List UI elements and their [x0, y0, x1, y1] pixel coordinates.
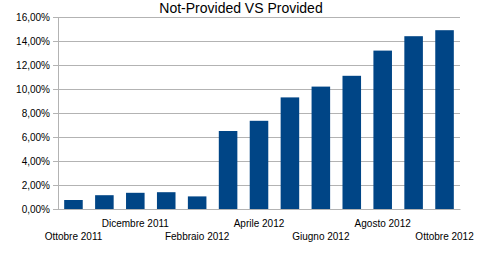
y-tick-label: 16,00% [16, 12, 50, 23]
y-tick: 4,00% [22, 156, 58, 167]
grid-line [58, 89, 460, 90]
y-tick: 6,00% [22, 132, 58, 143]
y-tick-label: 4,00% [22, 156, 50, 167]
bar [126, 193, 145, 209]
x-tick-label: Febbraio 2012 [165, 231, 230, 242]
bar [404, 36, 423, 209]
y-tick: 2,00% [22, 180, 58, 191]
y-tick-label: 10,00% [16, 84, 50, 95]
y-tick: 8,00% [22, 108, 58, 119]
y-tick-mark [53, 137, 58, 138]
y-tick-mark [53, 65, 58, 66]
grid-line [58, 41, 460, 42]
x-tick: Giugno 2012 [292, 209, 350, 242]
y-tick: 16,00% [16, 12, 58, 23]
y-axis-line [58, 18, 59, 210]
x-tick-label: Ottobre 2012 [415, 231, 474, 242]
grid-line [58, 113, 460, 114]
x-tick: Febbraio 2012 [165, 209, 230, 242]
bars [64, 30, 454, 209]
grid-line [58, 65, 460, 66]
bar [373, 51, 392, 209]
grid [58, 17, 460, 209]
x-axis-line [59, 209, 461, 210]
bar [219, 131, 238, 209]
y-tick-mark [53, 41, 58, 42]
bar [342, 76, 361, 209]
x-tick-label: Dicembre 2011 [102, 218, 170, 229]
y-tick-label: 6,00% [22, 132, 50, 143]
plot: 0,00% 2,00% 4,00% 6,00% 8,00% 10,00% 12,00% 14,… [16, 12, 474, 242]
grid-line [58, 17, 460, 18]
x-tick-label: Aprile 2012 [234, 218, 285, 229]
y-tick: 0,00% [22, 204, 58, 215]
y-tick-mark [53, 113, 58, 114]
x-axis: Ottobre 2011 Dicembre 2011 Febbraio 2012 Ap… [45, 209, 475, 242]
y-tick-mark [53, 209, 58, 210]
y-tick: 12,00% [16, 60, 58, 71]
y-tick: 14,00% [16, 36, 58, 47]
y-tick-label: 0,00% [22, 204, 50, 215]
y-axis: 0,00% 2,00% 4,00% 6,00% 8,00% 10,00% 12,00% 14,… [16, 12, 58, 215]
y-tick-label: 2,00% [22, 180, 50, 191]
x-tick-label: Giugno 2012 [292, 231, 350, 242]
x-tick-label: Ottobre 2011 [45, 231, 103, 242]
x-tick: Agosto 2012 [355, 209, 412, 229]
y-tick-label: 8,00% [22, 108, 50, 119]
x-tick: Aprile 2012 [234, 209, 285, 229]
bar [64, 200, 83, 209]
x-tick: Ottobre 2012 [415, 209, 474, 242]
y-tick-label: 14,00% [16, 36, 50, 47]
y-tick-mark [53, 161, 58, 162]
chart: Not-Provided VS Provided 0,00% 2,00% 4,00% 6… [0, 0, 482, 253]
bar [250, 121, 269, 209]
bar [281, 97, 300, 209]
bar [312, 87, 331, 209]
x-tick: Dicembre 2011 [102, 209, 170, 229]
y-tick-mark [53, 89, 58, 90]
x-tick-label: Agosto 2012 [355, 218, 412, 229]
y-tick-label: 12,00% [16, 60, 50, 71]
chart-title: Not-Provided VS Provided [159, 0, 322, 16]
bar [95, 195, 114, 209]
bar [157, 192, 176, 209]
y-tick-mark [53, 17, 58, 18]
bar [435, 30, 454, 209]
bar [188, 196, 207, 209]
y-tick: 10,00% [16, 84, 58, 95]
x-tick: Ottobre 2011 [45, 209, 103, 242]
y-tick-mark [53, 185, 58, 186]
